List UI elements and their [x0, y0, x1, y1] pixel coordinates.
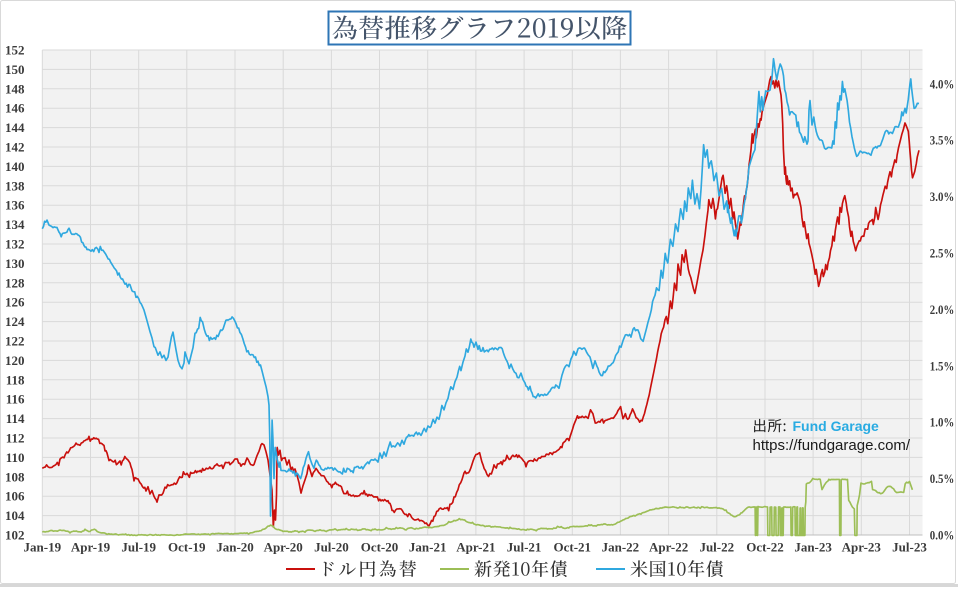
svg-text:3.5%: 3.5%: [930, 133, 955, 148]
svg-text:Oct-22: Oct-22: [746, 540, 784, 555]
svg-text:3.0%: 3.0%: [930, 189, 955, 204]
svg-text:Oct-21: Oct-21: [554, 540, 592, 555]
svg-text:134: 134: [5, 217, 25, 232]
svg-text:110: 110: [6, 450, 25, 465]
svg-text:2.0%: 2.0%: [930, 302, 955, 317]
svg-text:136: 136: [5, 198, 25, 213]
svg-text:144: 144: [5, 120, 25, 135]
svg-text:132: 132: [5, 237, 25, 252]
svg-text:Jan-20: Jan-20: [216, 540, 254, 555]
svg-text:Jan-23: Jan-23: [794, 540, 832, 555]
svg-text:1.0%: 1.0%: [930, 415, 955, 430]
svg-text:2.5%: 2.5%: [930, 246, 955, 261]
svg-text:Jul-23: Jul-23: [892, 540, 927, 555]
svg-text:1.5%: 1.5%: [930, 358, 955, 373]
svg-text:108: 108: [5, 469, 25, 484]
svg-text:4.0%: 4.0%: [930, 76, 955, 91]
svg-text:Jul-22: Jul-22: [699, 540, 734, 555]
svg-text:120: 120: [5, 353, 25, 368]
svg-text:104: 104: [5, 508, 25, 523]
svg-text:Jul-20: Jul-20: [314, 540, 349, 555]
svg-text:Oct-20: Oct-20: [361, 540, 399, 555]
svg-text:140: 140: [5, 159, 25, 174]
svg-text:Jan-21: Jan-21: [409, 540, 447, 555]
svg-text:126: 126: [5, 295, 25, 310]
svg-text:106: 106: [5, 489, 25, 504]
svg-text:122: 122: [5, 334, 25, 349]
svg-text:Jan-22: Jan-22: [602, 540, 640, 555]
svg-text:Jan-19: Jan-19: [24, 540, 62, 555]
svg-text:Apr-20: Apr-20: [264, 540, 303, 555]
svg-text:128: 128: [5, 275, 25, 290]
svg-text:114: 114: [6, 411, 25, 426]
svg-text:Apr-21: Apr-21: [456, 540, 495, 555]
svg-text:150: 150: [5, 62, 25, 77]
svg-text:130: 130: [5, 256, 25, 271]
svg-text:116: 116: [6, 392, 25, 407]
svg-text:148: 148: [5, 81, 25, 96]
svg-text:Apr-19: Apr-19: [71, 540, 111, 555]
svg-text:146: 146: [5, 101, 25, 116]
svg-text:118: 118: [6, 372, 25, 387]
svg-text:Apr-23: Apr-23: [842, 540, 882, 555]
svg-text:142: 142: [5, 140, 25, 155]
svg-text:Oct-19: Oct-19: [168, 540, 206, 555]
svg-text:Jul-19: Jul-19: [121, 540, 156, 555]
svg-text:Apr-22: Apr-22: [649, 540, 688, 555]
svg-text:138: 138: [5, 178, 25, 193]
svg-text:112: 112: [6, 431, 25, 446]
svg-text:0.0%: 0.0%: [930, 528, 955, 543]
svg-text:124: 124: [5, 314, 25, 329]
svg-text:https://fundgarage.com/: https://fundgarage.com/: [753, 437, 911, 454]
svg-text:102: 102: [5, 528, 25, 543]
svg-text:Fund Garage: Fund Garage: [793, 418, 880, 434]
svg-text:152: 152: [5, 43, 25, 58]
svg-text:Jul-21: Jul-21: [507, 540, 542, 555]
svg-text:0.5%: 0.5%: [930, 471, 955, 486]
